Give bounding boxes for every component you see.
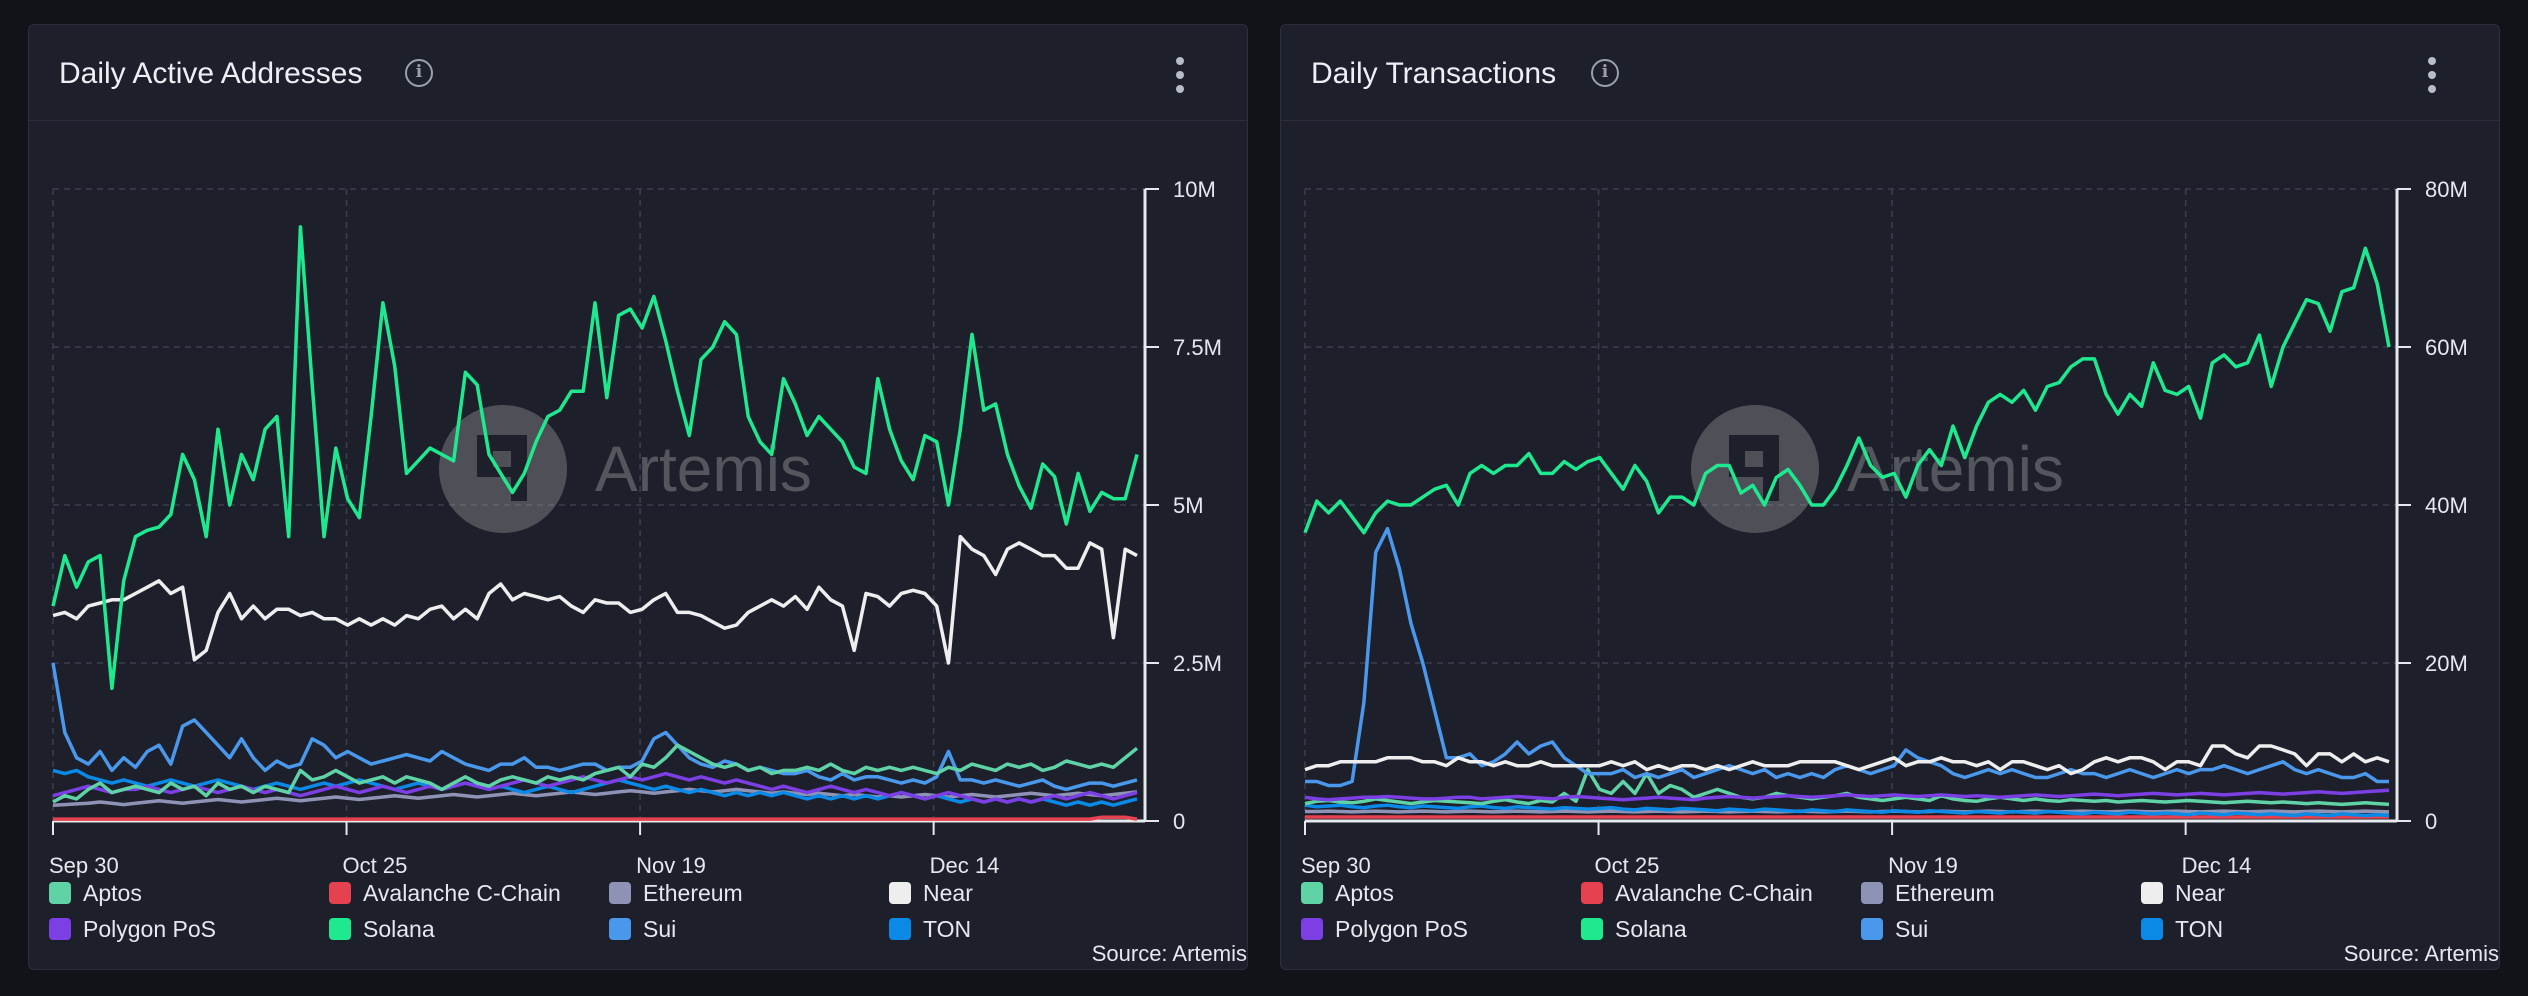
artemis-watermark: Artemis — [439, 405, 812, 533]
legend-label: Polygon PoS — [83, 915, 216, 942]
more-options-icon[interactable] — [2427, 57, 2437, 93]
legend-label: Avalanche C-Chain — [363, 879, 561, 906]
legend-label: Aptos — [83, 879, 142, 906]
chart-area: 0 20M 40M 60M 80M Sep 30 Oct 25 Nov 19 Dec 14 Art… — [1301, 177, 2468, 878]
legend-item-ethereum[interactable]: Ethereum — [1861, 877, 1995, 909]
legend-item-ton[interactable]: TON — [2141, 913, 2223, 945]
legend-label: Near — [923, 879, 973, 906]
legend-label: Near — [2175, 879, 2225, 906]
artemis-watermark: Artemis — [1691, 405, 2064, 533]
y-tick-label: 80M — [2425, 177, 2468, 202]
legend-item-polygon-pos[interactable]: Polygon PoS — [49, 913, 216, 945]
x-tick-label: Nov 19 — [1888, 853, 1958, 878]
legend-label: Solana — [363, 915, 435, 942]
watermark-text: Artemis — [1847, 433, 2064, 505]
source-label: Source: Artemis — [2343, 941, 2499, 966]
chart-legend: Aptos Avalanche C-Chain Ethereum Near Polygo… — [49, 877, 1229, 957]
legend-swatch — [2141, 918, 2163, 940]
legend-swatch — [1581, 882, 1603, 904]
y-tick-label: 20M — [2425, 651, 2468, 676]
legend-item-solana[interactable]: Solana — [1581, 913, 1687, 945]
series-line-avalanche-c-chain[interactable] — [53, 815, 1138, 821]
legend-item-solana[interactable]: Solana — [329, 913, 435, 945]
series-line-near[interactable] — [52, 534, 1138, 665]
legend-item-avalanche-c-chain[interactable]: Avalanche C-Chain — [1581, 877, 1813, 909]
series-line-solana[interactable] — [1303, 246, 2391, 535]
legend-label: Solana — [1615, 915, 1687, 942]
card-header: Daily Active Addresses i — [29, 25, 1247, 121]
legend-item-sui[interactable]: Sui — [609, 913, 676, 945]
daily-transactions-card: Daily Transactions i 0 20M 40M 60M 80M Sep 30… — [1280, 24, 2500, 970]
legend-label: Avalanche C-Chain — [1615, 879, 1813, 906]
series-line-near[interactable] — [1304, 744, 2390, 776]
y-tick-label: 7.5M — [1173, 335, 1222, 360]
y-tick-label: 60M — [2425, 335, 2468, 360]
watermark-text: Artemis — [595, 433, 812, 505]
legend-item-sui[interactable]: Sui — [1861, 913, 1928, 945]
legend-label: TON — [923, 915, 972, 942]
legend-swatch — [2141, 882, 2163, 904]
series-line-aptos[interactable] — [52, 743, 1139, 804]
legend-swatch — [889, 882, 911, 904]
legend-swatch — [1581, 918, 1603, 940]
legend-swatch — [889, 918, 911, 940]
legend-swatch — [1301, 918, 1323, 940]
x-tick-label: Sep 30 — [49, 853, 119, 878]
series-line-polygon-pos[interactable] — [1304, 788, 2390, 802]
x-tick-label: Oct 25 — [1595, 853, 1660, 878]
legend-swatch — [329, 882, 351, 904]
y-tick-label: 40M — [2425, 493, 2468, 518]
legend-item-aptos[interactable]: Aptos — [49, 877, 142, 909]
x-tick-label: Dec 14 — [930, 853, 1000, 878]
legend-item-near[interactable]: Near — [2141, 877, 2225, 909]
legend-item-near[interactable]: Near — [889, 877, 973, 909]
legend-label: Ethereum — [1895, 879, 1995, 906]
y-tick-label: 0 — [1173, 809, 1185, 834]
y-tick-label: 2.5M — [1173, 651, 1222, 676]
series-line-ton[interactable] — [52, 768, 1138, 807]
legend-label: Sui — [1895, 915, 1929, 942]
series-line-sui[interactable] — [51, 662, 1138, 792]
source-label: Source: Artemis — [1091, 941, 1247, 966]
card-title: Daily Active Addresses — [59, 57, 363, 90]
series-line-ton[interactable] — [1304, 803, 2390, 818]
legend-label: Aptos — [1335, 879, 1394, 906]
legend-swatch — [49, 882, 71, 904]
legend-item-ton[interactable]: TON — [889, 913, 971, 945]
legend-label: Ethereum — [643, 879, 743, 906]
legend-item-polygon-pos[interactable]: Polygon PoS — [1301, 913, 1468, 945]
x-tick-label: Oct 25 — [343, 853, 408, 878]
more-options-icon[interactable] — [1175, 57, 1185, 93]
series-line-aptos[interactable] — [1304, 767, 2390, 807]
legend-label: Polygon PoS — [1335, 915, 1468, 942]
legend-swatch — [1861, 882, 1883, 904]
info-icon[interactable]: i — [1591, 59, 1619, 87]
legend-swatch — [49, 918, 71, 940]
x-tick-label: Sep 30 — [1301, 853, 1371, 878]
x-tick-label: Nov 19 — [636, 853, 706, 878]
series-line-solana[interactable] — [51, 225, 1139, 691]
legend-item-ethereum[interactable]: Ethereum — [609, 877, 743, 909]
x-tick-label: Dec 14 — [2182, 853, 2252, 878]
chart-legend: Aptos Avalanche C-Chain Ethereum Near Polygo… — [1301, 877, 2481, 957]
y-tick-label: 10M — [1173, 177, 1216, 202]
legend-label: Sui — [643, 915, 677, 942]
legend-label: TON — [2175, 915, 2224, 942]
card-header: Daily Transactions i — [1281, 25, 2499, 121]
legend-item-avalanche-c-chain[interactable]: Avalanche C-Chain — [329, 877, 561, 909]
card-title: Daily Transactions — [1311, 57, 1557, 90]
y-tick-label: 0 — [2425, 809, 2437, 834]
legend-swatch — [1301, 882, 1323, 904]
legend-swatch — [1861, 918, 1883, 940]
info-icon[interactable]: i — [405, 59, 433, 87]
chart-area: 0 2.5M 5M 7.5M 10M Sep 30 Oct 25 Nov 19 Dec 14 Ar… — [49, 177, 1222, 878]
daily-active-addresses-card: Daily Active Addresses i 0 2.5M 5M 7.5M 10M S… — [28, 24, 1248, 970]
legend-swatch — [609, 918, 631, 940]
legend-swatch — [329, 918, 351, 940]
legend-swatch — [609, 882, 631, 904]
y-tick-label: 5M — [1173, 493, 1204, 518]
legend-item-aptos[interactable]: Aptos — [1301, 877, 1394, 909]
